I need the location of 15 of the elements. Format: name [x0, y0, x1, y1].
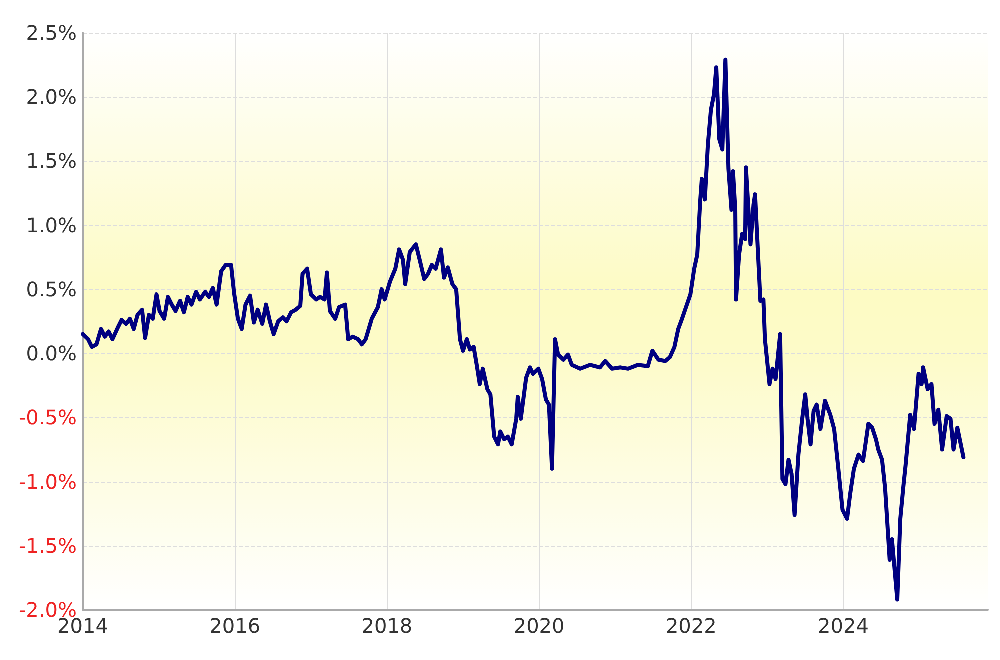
- x-tick-label: 2024: [818, 614, 869, 638]
- y-tick-label: -1.5%: [18, 534, 77, 558]
- x-tick-label: 2020: [514, 614, 565, 638]
- y-tick-label: 2.5%: [26, 21, 77, 45]
- x-tick-label: 2018: [362, 614, 413, 638]
- y-tick-label: 0.0%: [26, 342, 77, 366]
- y-tick-label: 1.0%: [26, 213, 77, 238]
- y-tick-label: 1.5%: [26, 149, 77, 174]
- y-tick-label: 0.5%: [26, 277, 77, 302]
- y-tick-label: -1.0%: [18, 470, 77, 494]
- y-tick-label: -0.5%: [18, 406, 77, 430]
- y-tick-label: 2.0%: [26, 85, 77, 110]
- line-series: [81, 58, 966, 602]
- x-tick-label: 2022: [666, 614, 717, 638]
- x-tick-label: 2016: [210, 614, 261, 638]
